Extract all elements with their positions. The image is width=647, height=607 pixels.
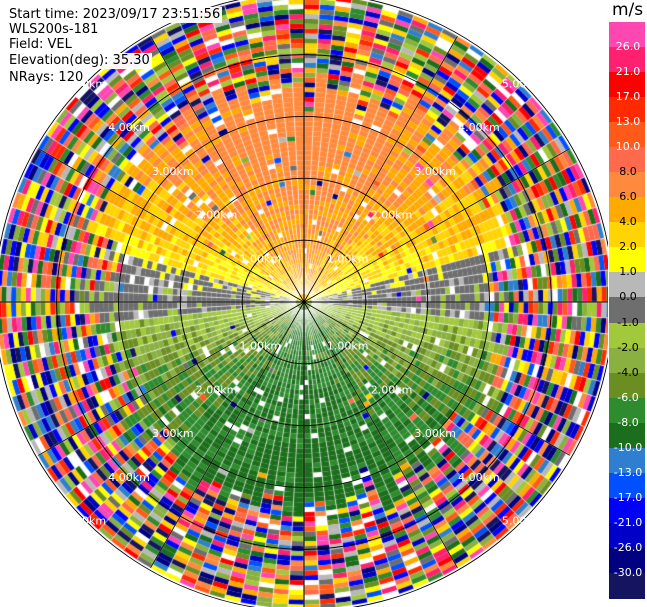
field-label: Field: VEL (9, 37, 74, 53)
colorbar-tick-label: -4.0 (617, 365, 639, 379)
range-label-5km: 5.00km (502, 515, 544, 528)
range-label-3km: 3.00km (152, 165, 194, 178)
range-label-2km: 2.00km (371, 384, 413, 397)
range-label-5km: 5.00km (502, 77, 544, 90)
colorbar-segment (609, 547, 645, 574)
range-label-5km: 5.00km (65, 515, 107, 528)
colorbar-tick-label: 0.0 (619, 290, 637, 304)
colorbar-tick-label: -30.0 (613, 565, 643, 579)
colorbar-tick-label: 26.0 (615, 40, 641, 54)
range-labels: 1.00km 1.00km 1.00km 1.00km 2.00km 2.00km 2.00… (65, 77, 544, 527)
ppi-plot: 1.00km 1.00km 1.00km 1.00km 2.00km 2.00km 2.00… (0, 0, 608, 607)
colorbar-segment (609, 322, 645, 349)
colorbar-segment (609, 72, 645, 98)
range-label-4km: 4.00km (458, 121, 500, 134)
range-label-1km: 1.00km (240, 252, 282, 265)
spoke-210deg (150, 301, 305, 568)
spoke-240deg (38, 301, 305, 456)
instrument-label: WLS200s-181 (9, 22, 101, 38)
spoke-330deg (150, 36, 305, 303)
colorbar: m/s 26.0 21.0 17.0 13.0 10.0 8.0 6.0 4.0 2.0 1.0 0… (606, 0, 647, 607)
range-label-1km: 1.00km (240, 340, 282, 353)
azimuth-spokes (0, 0, 608, 607)
colorbar-segment (609, 397, 645, 424)
colorbar-tick-label: -17.0 (613, 490, 643, 504)
spoke-300deg (38, 148, 305, 303)
range-label-4km: 4.00km (108, 121, 150, 134)
range-label-2km: 2.00km (196, 209, 238, 222)
colorbar-tick-label: 1.0 (619, 265, 637, 279)
colorbar-segment (609, 522, 645, 549)
range-label-1km: 1.00km (327, 340, 369, 353)
start-time-label: Start time: 2023/09/17 23:51:56 (9, 7, 223, 23)
colorbar-tick-label: 17.0 (615, 90, 641, 104)
colorbar-segment (609, 347, 645, 374)
colorbar-segment (609, 172, 645, 198)
nrays-label: NRays: 120 (9, 70, 86, 86)
spoke-150deg (303, 301, 458, 568)
colorbar-tick-label: 10.0 (615, 140, 641, 154)
spoke-30deg (303, 36, 458, 303)
colorbar-segment (609, 272, 645, 299)
colorbar-segment (609, 497, 645, 524)
colorbar-tick-label: 6.0 (619, 190, 637, 204)
colorbar-segment (609, 422, 645, 449)
colorbar-segment (609, 197, 645, 223)
colorbar-tick-label: -13.0 (613, 465, 643, 479)
range-label-4km: 4.00km (108, 471, 150, 484)
range-label-3km: 3.00km (414, 427, 456, 440)
colorbar-segment (609, 447, 645, 474)
spoke-120deg (303, 301, 570, 456)
colorbar-segment (609, 147, 645, 173)
colorbar-tick-label: 13.0 (615, 115, 641, 129)
range-label-4km: 4.00km (458, 471, 500, 484)
range-label-2km: 2.00km (371, 209, 413, 222)
colorbar-segment (609, 97, 645, 123)
colorbar-segment (609, 472, 645, 499)
colorbar-segment (609, 372, 645, 399)
colorbar-segment (609, 47, 645, 73)
colorbar-tick-label: -6.0 (617, 390, 639, 404)
colorbar-tick-label: -21.0 (613, 515, 643, 529)
colorbar-tick-label: -2.0 (617, 340, 639, 354)
spoke-60deg (303, 148, 570, 303)
range-label-1km: 1.00km (327, 252, 369, 265)
range-label-2km: 2.00km (196, 384, 238, 397)
colorbar-segment (609, 297, 645, 324)
colorbar-segment (609, 222, 645, 248)
colorbar-tick-label: -1.0 (617, 315, 639, 329)
range-label-3km: 3.00km (152, 427, 194, 440)
colorbar-segment (609, 22, 645, 48)
colorbar-segment (609, 572, 645, 599)
ppi-overlay: 1.00km 1.00km 1.00km 1.00km 2.00km 2.00km 2.00… (0, 0, 608, 607)
colorbar-tick-label: 2.0 (619, 240, 637, 254)
colorbar-tick-label: 8.0 (619, 165, 637, 179)
colorbar-tick-label: -10.0 (613, 440, 643, 454)
colorbar-tick-label: -26.0 (613, 540, 643, 554)
colorbar-tick-label: -8.0 (617, 415, 639, 429)
range-label-3km: 3.00km (414, 165, 456, 178)
colorbar-segment (609, 247, 645, 274)
colorbar-segment (609, 122, 645, 148)
colorbar-unit: m/s (612, 0, 644, 20)
colorbar-tick-label: 4.0 (619, 215, 637, 229)
colorbar-tick-label: 21.0 (615, 65, 641, 79)
elevation-label: Elevation(deg): 35.30 (9, 53, 152, 69)
